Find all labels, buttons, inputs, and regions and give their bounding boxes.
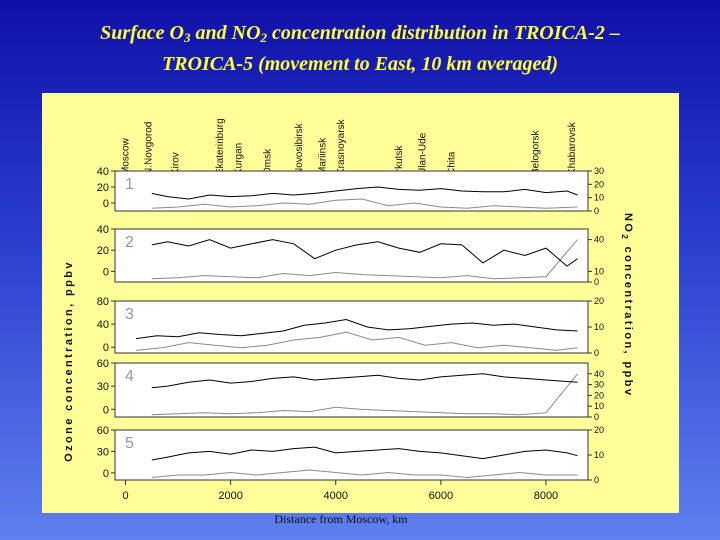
no2-series-4 bbox=[151, 373, 578, 416]
ozone-tick-label-1-1: 20 bbox=[97, 182, 109, 194]
no2-tick-label-2-1: 10 bbox=[594, 266, 604, 276]
city-label-12: Belogorsk bbox=[530, 130, 541, 175]
ozone-tick-label-3-0: 0 bbox=[103, 342, 109, 354]
no2-tick-label-4-3: 30 bbox=[594, 380, 604, 390]
ozone-tick-label-5-2: 60 bbox=[97, 425, 109, 437]
city-label-7: Mariinsk bbox=[318, 137, 329, 175]
city-label-3: Ekaterinburg bbox=[215, 118, 226, 175]
no2-tick-label-1-0: 0 bbox=[594, 206, 599, 216]
chart-panel: Moscow N.Novgorod Kirov Ekaterinburg Kurgan O… bbox=[42, 93, 679, 513]
subplots: 0204001020301020400104020408001020303060… bbox=[97, 166, 604, 485]
no2-tick-label-3-1: 10 bbox=[594, 322, 604, 332]
no2-series-5 bbox=[151, 469, 578, 479]
panel-label-4: 4 bbox=[125, 368, 134, 385]
x-axis: 0 2000 4000 6000 8000 bbox=[122, 480, 558, 502]
ozone-tick-label-3-2: 80 bbox=[97, 296, 109, 308]
panel-label-1: 1 bbox=[125, 176, 134, 193]
ozone-tick-label-4-1: 30 bbox=[97, 381, 109, 393]
panel-frame-5 bbox=[114, 429, 589, 481]
x-tick-label-4: 8000 bbox=[534, 490, 558, 502]
no2-tick-label-4-2: 20 bbox=[594, 390, 604, 400]
ozone-tick-label-5-0: 0 bbox=[103, 468, 109, 480]
no2-series-2 bbox=[151, 239, 578, 280]
ozone-tick-label-5-1: 30 bbox=[97, 446, 109, 458]
x-tick-label-1: 2000 bbox=[218, 490, 242, 502]
no2-tick-label-1-3: 30 bbox=[594, 166, 604, 176]
x-tick-label-3: 6000 bbox=[429, 490, 453, 502]
panel-3: 0 40 80 0 10 20 3 bbox=[97, 296, 604, 358]
ozone-tick-label-4-2: 60 bbox=[97, 358, 109, 370]
city-label-10: Ulan-Ude bbox=[417, 132, 428, 175]
panel-label-5: 5 bbox=[125, 435, 134, 452]
city-label-9: Irkutsk bbox=[394, 145, 405, 175]
panel-frame-4 bbox=[114, 362, 589, 418]
city-label-13: Khabarovsk bbox=[567, 121, 578, 175]
city-label-2: Kirov bbox=[170, 152, 181, 175]
title-line-2: TROICA-5 (movement to East, 10 km averag… bbox=[161, 53, 559, 75]
x-axis-label: Distance from Moscow, km bbox=[274, 512, 408, 526]
ozone-series-1 bbox=[151, 186, 578, 200]
city-labels: Moscow N.Novgorod Kirov Ekaterinburg Kurgan O… bbox=[121, 118, 579, 175]
panel-label-3: 3 bbox=[125, 306, 134, 323]
no2-tick-label-5-1: 10 bbox=[594, 450, 604, 460]
city-label-5: Omsk bbox=[262, 148, 273, 175]
city-label-0: Moscow bbox=[121, 138, 132, 175]
no2-tick-label-1-2: 20 bbox=[594, 179, 604, 189]
slide-title: Surface O3 and NO2 concentration distrib… bbox=[0, 20, 720, 77]
no2-tick-label-2-0: 0 bbox=[594, 277, 599, 287]
ozone-series-3 bbox=[135, 318, 578, 340]
ozone-tick-label-2-2: 40 bbox=[97, 224, 109, 236]
panel-frame-1 bbox=[114, 170, 589, 212]
city-label-11: Chita bbox=[446, 151, 457, 175]
city-label-6: Novosibirsk bbox=[294, 122, 305, 175]
x-tick-label-0: 0 bbox=[122, 490, 128, 502]
no2-axis-label: NO2 concentration, ppbv bbox=[620, 213, 634, 397]
no2-tick-label-5-0: 0 bbox=[594, 475, 599, 485]
ozone-series-5 bbox=[151, 446, 578, 461]
ozone-series-2 bbox=[151, 239, 578, 267]
no2-series-1 bbox=[151, 198, 578, 209]
ozone-tick-label-4-0: 0 bbox=[103, 404, 109, 416]
panel-label-2: 2 bbox=[125, 234, 134, 251]
city-label-1: N.Novgorod bbox=[144, 122, 155, 175]
city-label-4: Kurgan bbox=[234, 143, 245, 175]
panel-1: 0 20 40 0 10 20 30 1 bbox=[97, 166, 604, 216]
no2-tick-label-3-2: 20 bbox=[594, 296, 604, 306]
chart-svg: Moscow N.Novgorod Kirov Ekaterinburg Kurgan O… bbox=[63, 118, 634, 502]
ozone-series-4 bbox=[151, 373, 578, 389]
ozone-axis-label: Ozone concentration, ppbv bbox=[63, 260, 75, 462]
no2-tick-label-3-0: 0 bbox=[594, 348, 599, 358]
no2-tick-label-4-4: 40 bbox=[594, 369, 604, 379]
x-tick-label-2: 4000 bbox=[323, 490, 347, 502]
city-label-8: Krasnoyarsk bbox=[336, 118, 347, 175]
panel-frame-3 bbox=[114, 300, 589, 354]
panel-frame-2 bbox=[114, 228, 589, 283]
no2-series-3 bbox=[135, 331, 578, 351]
panel-5: 0 30 60 0 10 20 5 bbox=[97, 425, 604, 485]
no2-tick-label-4-0: 0 bbox=[594, 412, 599, 422]
no2-tick-label-4-1: 10 bbox=[594, 401, 604, 411]
ozone-tick-label-1-0: 0 bbox=[103, 198, 109, 210]
ozone-tick-label-3-1: 40 bbox=[97, 319, 109, 331]
no2-tick-label-2-2: 40 bbox=[594, 235, 604, 245]
ozone-tick-label-2-0: 0 bbox=[103, 266, 109, 278]
ozone-tick-label-1-2: 40 bbox=[97, 166, 109, 178]
no2-tick-label-5-2: 20 bbox=[594, 425, 604, 435]
ozone-tick-label-2-1: 20 bbox=[97, 245, 109, 257]
title-line-1: Surface O3 and NO2 concentration distrib… bbox=[100, 22, 620, 45]
no2-tick-label-1-1: 10 bbox=[594, 193, 604, 203]
